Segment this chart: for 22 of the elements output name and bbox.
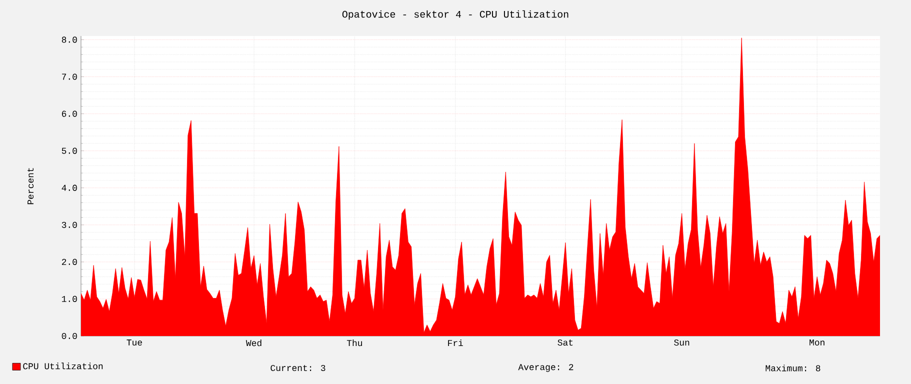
y-tick-label: 2.0 — [62, 258, 77, 265]
y-tick-label: 6.0 — [62, 110, 77, 117]
text: Average: 2 — [518, 364, 574, 372]
x-tick-label: Mon — [810, 340, 824, 346]
y-tick-label: 3.0 — [62, 222, 77, 228]
text: Current: 3 — [270, 364, 326, 372]
y-tick-label: 1.0 — [62, 296, 77, 302]
y-tick-label: 8.0 — [62, 36, 77, 43]
x-tick-label: Sun — [674, 340, 690, 346]
y-tick-label: 0.0 — [62, 332, 77, 340]
y-tick-label: 4.0 — [62, 184, 77, 191]
text: Maximum: 8 — [766, 364, 820, 372]
x-tick-label: Wed — [246, 340, 262, 346]
y-tick-label: 5.0 — [62, 148, 77, 154]
y-axis-title: Percent — [27, 168, 34, 204]
x-tick-label: Fri — [448, 340, 463, 346]
chart-title: Opatovice - sektor 4 - CPU Utilization — [342, 10, 568, 20]
y-tick-label: 7.0 — [62, 74, 77, 80]
x-tick-label: Sat — [558, 340, 573, 346]
legend-label: CPU Utilization — [23, 362, 103, 370]
x-tick-label: Tue — [126, 340, 142, 346]
x-tick-label: Thu — [346, 340, 362, 346]
